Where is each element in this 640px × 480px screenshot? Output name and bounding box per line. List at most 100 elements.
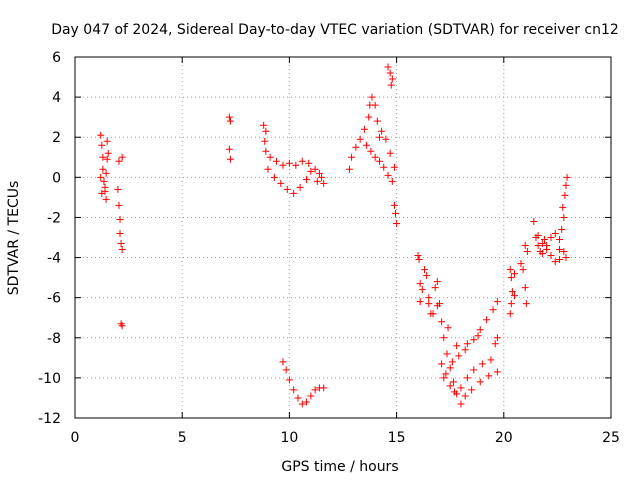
chart-title: Day 047 of 2024, Sidereal Day-to-day VTE… xyxy=(51,22,619,38)
data-point xyxy=(416,298,424,306)
data-point xyxy=(538,250,546,258)
data-point xyxy=(97,173,105,181)
data-point xyxy=(292,161,300,169)
data-point xyxy=(538,240,546,248)
data-point xyxy=(511,292,519,300)
data-point xyxy=(435,300,443,308)
data-point xyxy=(266,153,274,161)
data-point xyxy=(470,336,478,344)
data-point xyxy=(103,155,111,163)
data-point xyxy=(315,169,323,177)
data-point xyxy=(470,366,478,374)
data-point xyxy=(457,400,465,408)
x-tick-label: 20 xyxy=(495,430,513,446)
data-point xyxy=(560,213,568,221)
data-point xyxy=(446,382,454,390)
data-point xyxy=(523,248,531,256)
data-point xyxy=(489,306,497,314)
data-point xyxy=(298,157,306,165)
data-point xyxy=(298,400,306,408)
y-tick-label: -10 xyxy=(38,371,61,387)
data-point xyxy=(522,300,530,308)
data-point xyxy=(392,209,400,217)
series-seg-4 xyxy=(260,121,328,197)
y-tick-label: -6 xyxy=(47,291,61,307)
data-point xyxy=(282,366,290,374)
data-point xyxy=(279,161,287,169)
data-point xyxy=(116,215,124,223)
data-point xyxy=(423,272,431,280)
data-point xyxy=(104,149,112,157)
data-point xyxy=(345,165,353,173)
data-point xyxy=(563,173,571,181)
data-point xyxy=(547,234,555,241)
data-point xyxy=(382,135,390,143)
data-point xyxy=(493,368,501,376)
data-point xyxy=(556,256,564,264)
data-point xyxy=(393,219,401,227)
series-seg-7 xyxy=(390,201,401,227)
data-point xyxy=(507,300,515,308)
data-point xyxy=(541,236,549,244)
data-point xyxy=(100,177,108,185)
data-point xyxy=(562,181,570,189)
data-point xyxy=(474,332,482,340)
y-tick-label: 6 xyxy=(52,50,61,66)
data-point xyxy=(438,318,446,326)
data-point xyxy=(226,155,234,163)
y-tick-label: -12 xyxy=(38,411,61,427)
data-point xyxy=(506,266,514,274)
grid-layer xyxy=(75,57,611,418)
data-point xyxy=(425,294,433,302)
data-point xyxy=(101,183,109,191)
data-point xyxy=(97,131,105,139)
y-tick-label: 4 xyxy=(52,90,61,106)
data-point xyxy=(388,75,396,83)
data-point xyxy=(561,191,569,199)
data-point xyxy=(117,240,125,248)
data-point xyxy=(556,246,564,254)
data-point xyxy=(543,242,551,250)
data-point xyxy=(384,63,392,71)
data-point xyxy=(303,398,311,406)
data-point xyxy=(559,203,567,211)
y-tick-label: 2 xyxy=(52,130,61,146)
data-point xyxy=(493,298,501,306)
data-point xyxy=(438,360,446,368)
data-point xyxy=(534,242,542,250)
plot-frame xyxy=(74,56,612,419)
data-point xyxy=(225,145,233,153)
data-point xyxy=(387,81,395,89)
data-point xyxy=(440,334,448,342)
data-point xyxy=(386,69,394,77)
data-point xyxy=(102,169,110,177)
y-axis-label: SDTVAR / TECUs xyxy=(6,181,22,296)
data-point xyxy=(478,360,486,368)
data-point xyxy=(261,137,269,145)
data-point xyxy=(285,159,293,167)
data-point xyxy=(365,113,373,121)
data-point xyxy=(418,286,426,294)
series-seg-3 xyxy=(225,113,234,163)
data-point xyxy=(476,326,484,334)
data-point xyxy=(320,179,328,187)
x-tick-label: 25 xyxy=(602,430,620,446)
series-seg-1 xyxy=(97,131,112,203)
data-point xyxy=(491,340,499,348)
data-point xyxy=(303,175,311,183)
data-point xyxy=(356,135,364,143)
data-point xyxy=(414,252,422,260)
x-tick-label: 10 xyxy=(280,430,298,446)
data-point xyxy=(368,93,376,101)
data-point xyxy=(116,229,124,237)
data-point xyxy=(225,113,233,121)
series-seg-10 xyxy=(506,242,531,318)
data-point xyxy=(455,352,463,360)
data-point xyxy=(296,183,304,191)
data-point xyxy=(420,266,428,274)
data-point xyxy=(98,141,106,149)
data-point xyxy=(416,280,424,288)
series-seg-9 xyxy=(433,278,501,408)
data-point xyxy=(448,358,456,366)
